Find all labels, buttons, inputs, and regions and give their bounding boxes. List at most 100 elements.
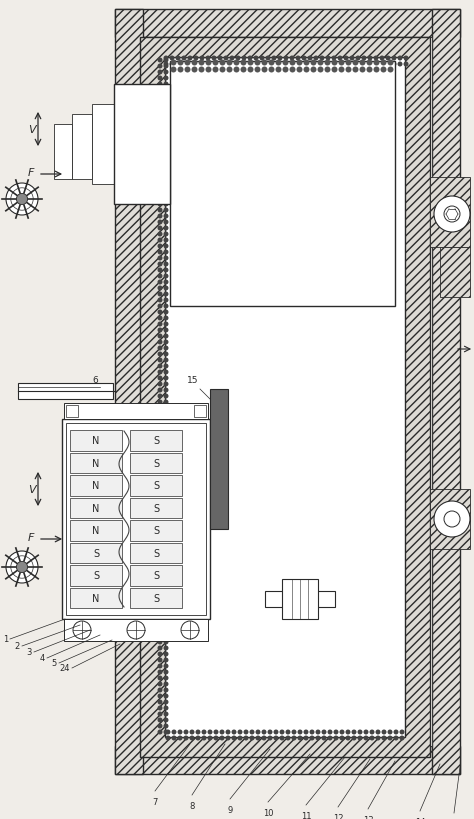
Circle shape bbox=[157, 215, 163, 219]
Circle shape bbox=[164, 526, 168, 531]
Circle shape bbox=[157, 124, 163, 129]
Circle shape bbox=[283, 61, 289, 66]
Circle shape bbox=[164, 136, 168, 142]
Circle shape bbox=[164, 472, 168, 477]
Text: 8: 8 bbox=[189, 801, 195, 810]
Circle shape bbox=[200, 62, 204, 67]
Circle shape bbox=[157, 226, 163, 231]
Circle shape bbox=[212, 67, 219, 74]
Circle shape bbox=[170, 57, 174, 61]
Text: S: S bbox=[153, 526, 159, 536]
Circle shape bbox=[316, 730, 320, 735]
Circle shape bbox=[164, 412, 168, 417]
Circle shape bbox=[201, 735, 207, 740]
Circle shape bbox=[157, 556, 163, 561]
Circle shape bbox=[157, 406, 163, 411]
Circle shape bbox=[367, 62, 373, 67]
Circle shape bbox=[297, 67, 302, 74]
Circle shape bbox=[157, 58, 163, 63]
Circle shape bbox=[157, 598, 163, 603]
Circle shape bbox=[283, 67, 289, 74]
Circle shape bbox=[297, 61, 302, 66]
Bar bbox=[432, 10, 460, 774]
Circle shape bbox=[164, 556, 168, 561]
Circle shape bbox=[172, 735, 176, 740]
Bar bbox=[70, 543, 122, 563]
Circle shape bbox=[229, 57, 235, 61]
Bar bbox=[92, 105, 114, 185]
Text: S: S bbox=[153, 481, 159, 491]
Circle shape bbox=[164, 634, 168, 639]
Bar bbox=[130, 588, 182, 609]
Bar bbox=[70, 498, 122, 518]
Text: S: S bbox=[153, 571, 159, 581]
Circle shape bbox=[339, 730, 345, 735]
Circle shape bbox=[277, 62, 283, 67]
Circle shape bbox=[283, 57, 289, 61]
Circle shape bbox=[326, 62, 330, 67]
Text: S: S bbox=[153, 458, 159, 468]
Circle shape bbox=[164, 448, 168, 453]
Circle shape bbox=[195, 735, 201, 740]
Circle shape bbox=[157, 70, 163, 75]
Circle shape bbox=[331, 57, 337, 61]
Circle shape bbox=[157, 622, 163, 627]
Circle shape bbox=[157, 484, 163, 489]
Circle shape bbox=[321, 730, 327, 735]
Circle shape bbox=[164, 58, 168, 63]
Bar bbox=[210, 390, 228, 529]
Bar bbox=[115, 10, 143, 774]
Text: S: S bbox=[153, 503, 159, 514]
Circle shape bbox=[164, 250, 168, 256]
Circle shape bbox=[206, 62, 210, 67]
Circle shape bbox=[298, 735, 302, 740]
Circle shape bbox=[259, 62, 264, 67]
Circle shape bbox=[164, 65, 168, 70]
Circle shape bbox=[199, 67, 204, 74]
Circle shape bbox=[241, 62, 246, 67]
Circle shape bbox=[193, 57, 199, 61]
Bar bbox=[18, 383, 113, 400]
Circle shape bbox=[328, 730, 332, 735]
Circle shape bbox=[164, 724, 168, 729]
Circle shape bbox=[164, 532, 168, 536]
Circle shape bbox=[434, 197, 470, 233]
Bar bbox=[130, 453, 182, 473]
Circle shape bbox=[157, 652, 163, 657]
Circle shape bbox=[388, 67, 393, 74]
Circle shape bbox=[157, 101, 163, 106]
Circle shape bbox=[164, 688, 168, 693]
Circle shape bbox=[157, 580, 163, 585]
Bar bbox=[115, 746, 460, 774]
Circle shape bbox=[226, 735, 230, 740]
Circle shape bbox=[326, 57, 330, 61]
Text: 15: 15 bbox=[186, 376, 198, 385]
Circle shape bbox=[157, 292, 163, 297]
Circle shape bbox=[219, 730, 225, 735]
Circle shape bbox=[164, 376, 168, 381]
Circle shape bbox=[164, 202, 168, 207]
Circle shape bbox=[213, 730, 219, 735]
Circle shape bbox=[218, 62, 222, 67]
Circle shape bbox=[157, 130, 163, 135]
Circle shape bbox=[164, 256, 168, 261]
Circle shape bbox=[313, 62, 319, 67]
Circle shape bbox=[262, 735, 266, 740]
Circle shape bbox=[157, 454, 163, 459]
Circle shape bbox=[73, 622, 91, 639]
Circle shape bbox=[364, 735, 368, 740]
Circle shape bbox=[388, 730, 392, 735]
Circle shape bbox=[157, 322, 163, 327]
Circle shape bbox=[303, 61, 310, 66]
Circle shape bbox=[157, 364, 163, 369]
Circle shape bbox=[164, 148, 168, 153]
Text: 11: 11 bbox=[301, 811, 311, 819]
Circle shape bbox=[338, 67, 345, 74]
Circle shape bbox=[164, 358, 168, 363]
Circle shape bbox=[164, 83, 168, 88]
Circle shape bbox=[157, 148, 163, 153]
Circle shape bbox=[165, 735, 171, 740]
Circle shape bbox=[164, 310, 168, 315]
Text: N: N bbox=[92, 436, 100, 446]
Circle shape bbox=[303, 67, 310, 74]
